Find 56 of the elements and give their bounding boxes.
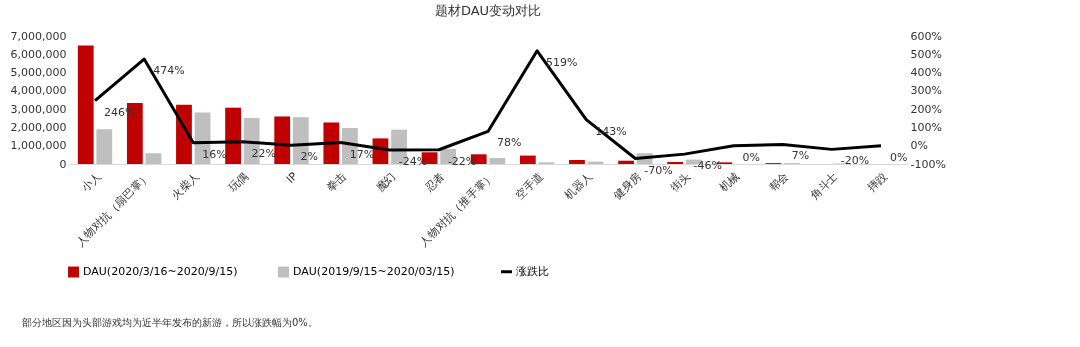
x-tick-label: 玩偶 <box>226 169 251 195</box>
y-tick-label: 5,000,000 <box>10 66 67 80</box>
bar <box>145 153 162 164</box>
y2-tick-label: 600% <box>910 29 942 43</box>
y-tick-label: 4,000,000 <box>10 84 67 98</box>
bar <box>96 129 113 164</box>
text: 部分地区因为头部游戏均为近半年发布的新游，所以涨跌幅为0%。 <box>22 316 318 330</box>
y-tick-label: 6,000,000 <box>10 47 67 61</box>
legend-label: DAU(2019/9/15~2020/03/15) <box>293 265 455 279</box>
x-tick-label: 空手道 <box>513 169 546 203</box>
y2-tick-label: 200% <box>910 102 942 116</box>
bar <box>569 159 585 164</box>
x-tick-label: 帮会 <box>766 169 792 195</box>
y2-tick-label: 100% <box>910 120 942 134</box>
y2-tick-label: 400% <box>910 66 942 80</box>
x-tick-label: 健身房 <box>611 169 644 203</box>
bar <box>519 155 536 164</box>
x-tick-label: IP <box>283 169 301 186</box>
bar <box>77 45 94 164</box>
y-tick-label: 3,000,000 <box>10 102 67 116</box>
y-tick-label: 1,000,000 <box>10 139 67 153</box>
x-tick-label: 机器人 <box>562 169 595 203</box>
data-label: 7% <box>791 149 810 163</box>
data-label: 2% <box>300 150 318 164</box>
x-tick-label: 魔幻 <box>373 169 399 195</box>
data-label: 0% <box>742 150 761 164</box>
x-tick-label: 摔跤 <box>864 169 890 195</box>
y2-tick-label: 0% <box>910 139 928 153</box>
data-label: -22% <box>447 154 477 168</box>
x-tick-label: 火柴人 <box>169 169 202 203</box>
y2-tick-label: -100% <box>910 157 946 171</box>
y-tick-label: 2,000,000 <box>10 120 67 134</box>
chart-title: 题材DAU变动对比 <box>434 3 542 18</box>
data-label: -70% <box>644 163 673 177</box>
data-label: -20% <box>840 154 870 168</box>
data-label: 519% <box>546 55 578 69</box>
bar <box>618 160 634 164</box>
x-tick-label: 小人 <box>78 169 104 195</box>
x-tick-label: 忍者 <box>421 169 448 196</box>
bar <box>274 116 291 164</box>
data-label: 78% <box>497 136 522 150</box>
data-label: 0% <box>889 150 908 164</box>
bar <box>489 157 506 164</box>
bar <box>225 107 241 164</box>
bar <box>323 122 340 164</box>
y2-tick-label: 500% <box>910 47 942 61</box>
legend-label: 涨跌比 <box>516 264 549 278</box>
x-tick-label: 拳击 <box>324 169 350 195</box>
bar <box>667 161 684 164</box>
x-tick-label: 角斗士 <box>807 169 841 203</box>
legend-label: DAU(2020/3/16~2020/9/15) <box>83 265 238 279</box>
data-label: -24% <box>398 155 428 169</box>
y-tick-label: 0 <box>59 157 67 171</box>
y2-tick-label: 300% <box>910 84 942 98</box>
y-tick-label: 7,000,000 <box>10 29 67 43</box>
data-label: 474% <box>153 64 185 78</box>
